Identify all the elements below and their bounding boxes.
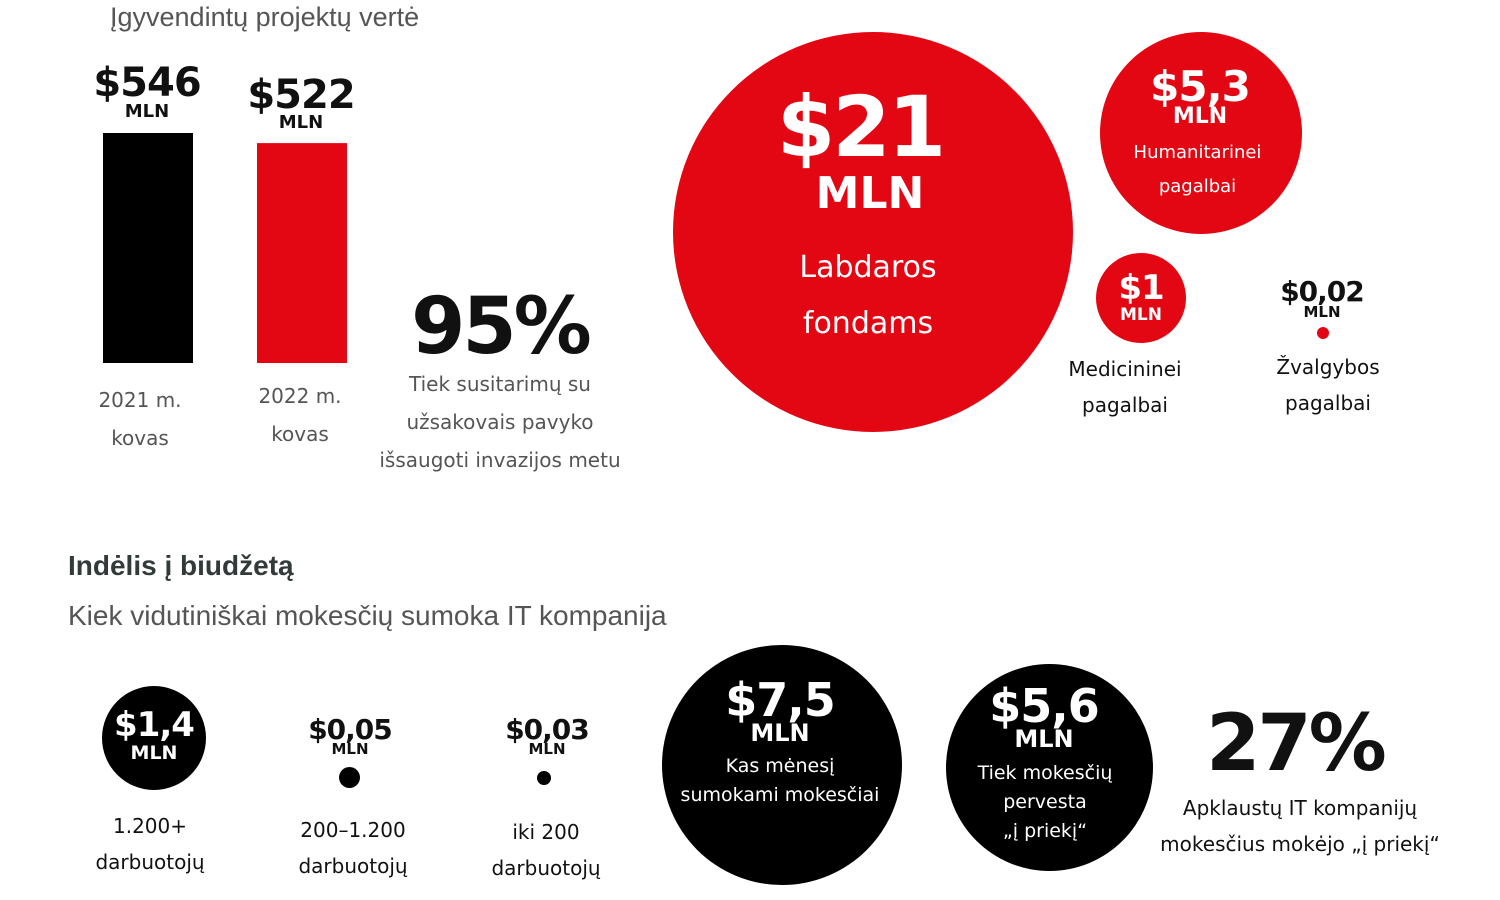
donation-caption-medical: Medicininei pagalbai xyxy=(1068,357,1182,417)
donation-circle-intel xyxy=(1317,327,1329,339)
donation-unit-medical: MLN xyxy=(1120,305,1162,325)
monthly-taxes-circle xyxy=(662,645,902,885)
section-title-budget: Indėlis į biudžetą xyxy=(68,550,294,581)
company-caption-medium: 200–1.200 darbuotojų xyxy=(298,818,408,878)
company-circle-small xyxy=(537,771,551,785)
advance-percent-value: 27% xyxy=(1206,699,1387,789)
bar-unit-2021: MLN xyxy=(124,101,170,122)
bar-value-2022: $522 xyxy=(247,72,355,118)
donation-caption-humanitarian: Humanitarinei pagalbai xyxy=(1133,142,1262,197)
company-unit-small: MLN xyxy=(528,740,566,758)
donation-caption-charity: Labdaros fondams xyxy=(799,250,937,341)
bar-2022 xyxy=(257,143,347,363)
bar-caption-2022: 2022 m. kovas xyxy=(258,384,342,446)
donation-unit-charity: MLN xyxy=(815,168,925,219)
donation-unit-intel: MLN xyxy=(1303,303,1341,321)
bar-2021 xyxy=(103,133,193,363)
donation-circle-medical xyxy=(1096,253,1186,343)
donation-unit-humanitarian: MLN xyxy=(1172,104,1228,129)
company-caption-small: iki 200 darbuotojų xyxy=(491,820,601,880)
donation-circle-humanitarian xyxy=(1100,32,1302,234)
donation-value-charity: $21 xyxy=(776,78,946,176)
company-unit-medium: MLN xyxy=(331,740,369,758)
advance-taxes-caption: Tiek mokesčių pervesta „į priekį“ xyxy=(977,762,1113,842)
bar-unit-2022: MLN xyxy=(278,112,324,133)
monthly-taxes-value: $7,5 xyxy=(725,673,836,727)
company-value-small: $0,03 xyxy=(505,713,590,746)
bar-caption-2021: 2021 m. kovas xyxy=(98,388,182,450)
monthly-taxes-caption: Kas mėnesį sumokami mokesčiai xyxy=(680,755,880,806)
advance-taxes-value: $5,6 xyxy=(989,679,1100,733)
company-value-large: $1,4 xyxy=(114,705,195,745)
donation-circle-charity xyxy=(673,32,1073,432)
company-value-medium: $0,05 xyxy=(308,713,393,746)
company-circle-medium xyxy=(339,767,360,788)
company-caption-large: 1.200+ darbuotojų xyxy=(95,814,205,874)
advance-taxes-circle xyxy=(946,664,1153,871)
percent-saved-caption: Tiek susitarimų su užsakovais pavyko išs… xyxy=(379,372,621,472)
section-title-projects: Įgyvendintų projektų vertė xyxy=(110,2,420,32)
donation-caption-intel: Žvalgybos pagalbai xyxy=(1276,355,1380,415)
bar-value-2021: $546 xyxy=(93,60,201,106)
monthly-taxes-unit: MLN xyxy=(750,719,810,747)
donation-value-intel: $0,02 xyxy=(1280,275,1365,308)
section-subtitle-budget: Kiek vidutiniškai mokesčių sumoka IT kom… xyxy=(68,600,667,631)
advance-taxes-unit: MLN xyxy=(1014,725,1074,753)
percent-saved-value: 95% xyxy=(411,282,592,372)
donation-value-medical: $1 xyxy=(1118,268,1164,308)
donation-value-humanitarian: $5,3 xyxy=(1150,62,1251,111)
company-circle-large xyxy=(102,686,206,790)
advance-percent-caption: Apklaustų IT kompanijų mokesčius mokėjo … xyxy=(1160,796,1440,856)
company-unit-large: MLN xyxy=(130,742,178,764)
